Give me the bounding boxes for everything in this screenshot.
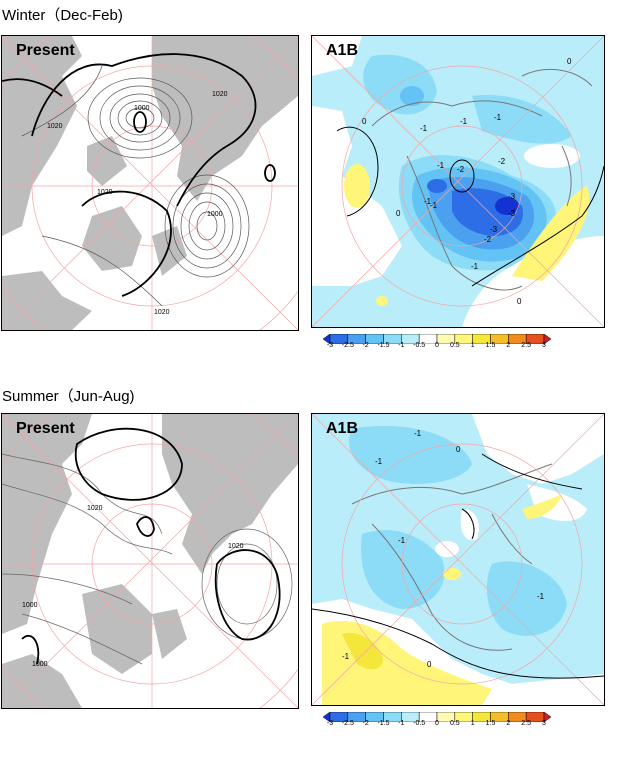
winter-present-contour-label: 1020 bbox=[212, 91, 228, 98]
winter-a1b-contour-label: -3 bbox=[508, 192, 516, 201]
colorbar-tick-label: -2.5 bbox=[341, 720, 354, 727]
colorbar-tick-label: 0 bbox=[435, 342, 439, 349]
winter-present-svg: 1000 1020 1020 1020 1000 1020 bbox=[2, 36, 298, 330]
winter-a1b-contour-label: 0 bbox=[362, 117, 367, 126]
colorbar-tick-label: 1.5 bbox=[485, 720, 496, 727]
summer-a1b-contour-label: -1 bbox=[375, 457, 383, 466]
colorbar-tick-label: 3 bbox=[542, 720, 546, 727]
colorbar-tick-label: 1.5 bbox=[485, 342, 496, 349]
colorbar-tick-label: 0.5 bbox=[449, 720, 460, 727]
winter-a1b-contour-label: -1 bbox=[430, 201, 438, 210]
winter-present-contour-label: 1000 bbox=[134, 105, 150, 112]
colorbar-cell bbox=[543, 711, 552, 723]
colorbar-tick-label: -2 bbox=[362, 342, 369, 349]
winter-a1b-contour-label: -3 bbox=[508, 209, 516, 218]
winter-present-contour-label: 1020 bbox=[154, 309, 170, 316]
winter-a1b-contour-label: -1 bbox=[424, 197, 432, 206]
colorbar-tick-label: -2 bbox=[362, 720, 369, 727]
colorbar-tick-label: -1 bbox=[398, 720, 405, 727]
colorbar-tick-label: -3 bbox=[326, 720, 334, 727]
winter-a1b-contour-label: -1 bbox=[460, 117, 468, 126]
summer-colorbar-strip bbox=[322, 711, 552, 723]
colorbar-tick-label: -1 bbox=[398, 342, 405, 349]
colorbar-tick-label: -2.5 bbox=[341, 342, 354, 349]
summer-present-contour-label: 1020 bbox=[87, 505, 103, 512]
summer-a1b-contour-label: -1 bbox=[537, 592, 545, 601]
summer-a1b-label: A1B bbox=[326, 420, 359, 437]
winter-a1b-contour-label: -1 bbox=[437, 161, 445, 170]
winter-colorbar-strip bbox=[322, 333, 552, 345]
summer-present-svg: 1020 1020 1000 1000 bbox=[2, 414, 298, 708]
summer-a1b-contour-label: 0 bbox=[427, 660, 432, 669]
colorbar-tick-label: -0.5 bbox=[413, 342, 426, 349]
colorbar-tick-label: 0 bbox=[435, 720, 439, 727]
winter-a1b-contour-label: 0 bbox=[517, 297, 522, 306]
colorbar-tick-label: -0.5 bbox=[413, 720, 426, 727]
winter-a1b-contour-label: -1 bbox=[420, 124, 428, 133]
colorbar-tick-label: 3 bbox=[542, 342, 546, 349]
colorbar-tick-label: 2.5 bbox=[521, 342, 532, 349]
winter-a1b-contour-label: -3 bbox=[490, 225, 498, 234]
winter-present-map: 1000 1020 1020 1020 1000 1020 Present bbox=[1, 35, 299, 331]
winter-present-contour-label: 1020 bbox=[97, 189, 113, 196]
winter-a1b-contour-label: -2 bbox=[484, 235, 492, 244]
summer-present-contour-label: 1020 bbox=[228, 543, 244, 550]
section-title-summer: Summer（Jun-Aug) bbox=[2, 388, 135, 405]
summer-present-contour-label: 1000 bbox=[22, 602, 38, 609]
winter-a1b-contour-label: -2 bbox=[498, 157, 506, 166]
colorbar-tick-label: -3 bbox=[326, 342, 334, 349]
colorbar-cell bbox=[543, 333, 552, 345]
colorbar-tick-label: 2 bbox=[506, 720, 511, 727]
winter-colorbar-cells bbox=[322, 333, 552, 345]
winter-present-contour-label: 1000 bbox=[207, 211, 223, 218]
winter-a1b-svg: 0 -1 -1 -1 -1 -1 -2 -2 -3 -3 -3 -2 -1 0 … bbox=[312, 36, 604, 327]
winter-a1b-contour-label: -2 bbox=[457, 165, 465, 174]
summer-present-map: 1020 1020 1000 1000 Present bbox=[1, 413, 299, 709]
summer-a1b-svg: -1 -1 0 -1 -1 -1 0 bbox=[312, 414, 604, 705]
winter-present-label: Present bbox=[16, 42, 75, 59]
summer-a1b-contour-label: 0 bbox=[456, 445, 461, 454]
colorbar-tick-label: -1.5 bbox=[377, 720, 390, 727]
colorbar-tick-label: 1 bbox=[470, 720, 475, 727]
summer-a1b-contour-label: -1 bbox=[342, 652, 350, 661]
winter-colorbar: -3 -2.5 -2 -1.5 -1 -0.5 0 0.5 1 1.5 2 2.5 3 bbox=[322, 331, 552, 351]
winter-a1b-label: A1B bbox=[326, 42, 359, 59]
colorbar-tick-label: 1 bbox=[470, 342, 475, 349]
colorbar-tick-label: 0.5 bbox=[449, 342, 460, 349]
summer-present-contour-label: 1000 bbox=[32, 661, 48, 668]
winter-a1b-contour-label: -1 bbox=[494, 113, 502, 122]
summer-a1b-contour-label: -1 bbox=[398, 536, 406, 545]
winter-a1b-contour-label: -1 bbox=[471, 262, 479, 271]
winter-a1b-contour-label: 0 bbox=[567, 57, 572, 66]
winter-a1b-map: 0 -1 -1 -1 -1 -1 -2 -2 -3 -3 -3 -2 -1 0 … bbox=[311, 35, 605, 328]
winter-a1b-contour-label: 0 bbox=[396, 209, 401, 218]
summer-present-label: Present bbox=[16, 420, 75, 437]
summer-colorbar: -3 -2.5 -2 -1.5 -1 -0.5 0 0.5 1 1.5 2 2.5 3 bbox=[322, 709, 552, 729]
colorbar-tick-label: -1.5 bbox=[377, 342, 390, 349]
winter-present-contour-label: 1020 bbox=[47, 123, 63, 130]
colorbar-tick-label: 2.5 bbox=[521, 720, 532, 727]
colorbar-tick-label: 2 bbox=[506, 342, 511, 349]
summer-a1b-map: -1 -1 0 -1 -1 -1 0 A1B bbox=[311, 413, 605, 706]
summer-a1b-contour-label: -1 bbox=[414, 429, 422, 438]
section-title-winter: Winter（Dec-Feb) bbox=[2, 7, 123, 24]
summer-colorbar-cells bbox=[322, 711, 552, 723]
